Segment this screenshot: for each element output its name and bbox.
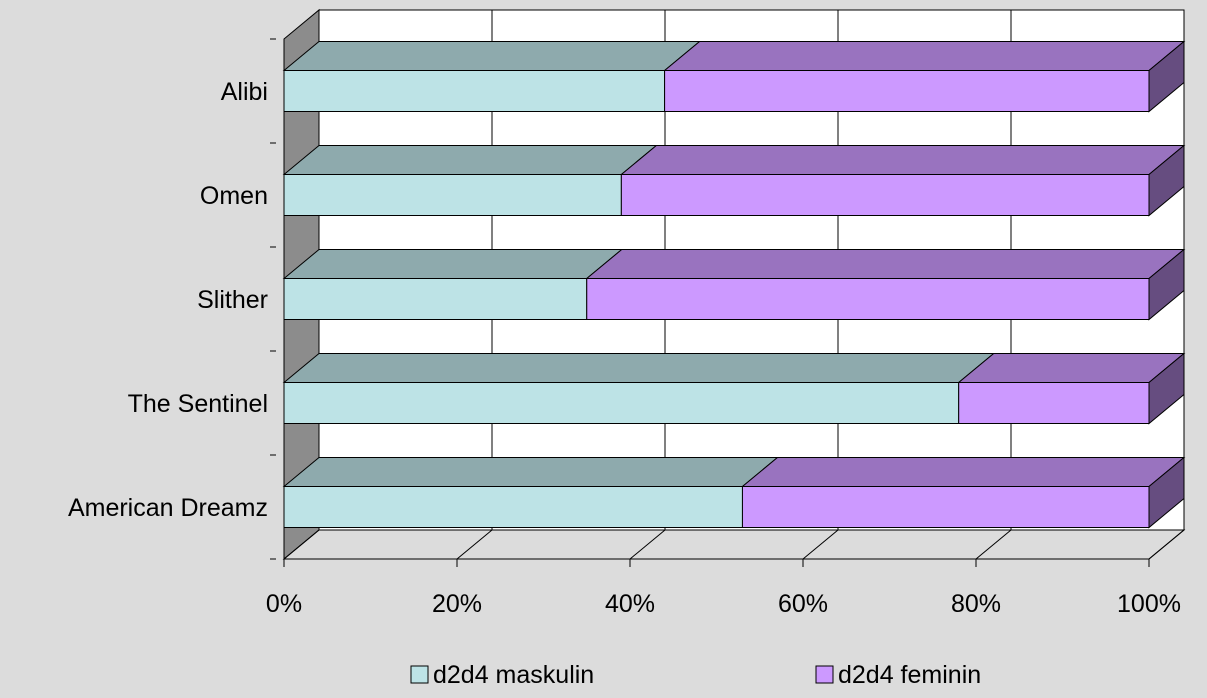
x-tick-label: 40% <box>605 590 655 618</box>
bar <box>664 70 1150 112</box>
bar <box>283 174 622 216</box>
x-tick-label: 80% <box>951 590 1001 618</box>
bar <box>958 382 1150 424</box>
category-label: Alibi <box>221 78 268 106</box>
bar <box>283 382 960 424</box>
bar-top <box>619 145 1186 175</box>
bar-side <box>1148 352 1185 425</box>
floor-gridline <box>1148 529 1185 560</box>
bar-side <box>1148 456 1185 529</box>
bars-layer <box>282 40 1186 529</box>
bar-top <box>741 457 1186 487</box>
legend-swatch <box>410 665 429 684</box>
bar-top <box>282 41 701 71</box>
legend-label: d2d4 maskulin <box>433 661 594 689</box>
axes-layer: Alibi Omen Slither The Sentinel American Dre… <box>68 38 1181 618</box>
legend-label: d2d4 feminin <box>838 661 981 689</box>
bar-top <box>957 353 1186 383</box>
bar-side <box>1148 248 1185 321</box>
bar <box>283 70 666 112</box>
floor-gridline <box>283 529 320 560</box>
bar-top <box>282 249 624 279</box>
bar-side <box>1148 144 1185 217</box>
x-tick-label: 100% <box>1117 590 1181 618</box>
floor-gridline <box>975 529 1012 560</box>
floor-gridline <box>456 529 493 560</box>
bar <box>741 486 1150 528</box>
bar-top <box>663 41 1186 71</box>
bar <box>283 486 743 528</box>
bar-side <box>1148 40 1185 113</box>
x-tick-label: 0% <box>266 590 302 618</box>
bar-top <box>282 353 996 383</box>
bar-top <box>585 249 1186 279</box>
floor-gridline <box>802 529 839 560</box>
bar <box>620 174 1150 216</box>
category-label: Omen <box>200 182 268 210</box>
floor-gridline <box>629 529 666 560</box>
legend: d2d4 maskulin d2d4 feminin <box>410 661 981 689</box>
bar-top <box>282 145 658 175</box>
category-label: American Dreamz <box>68 494 268 522</box>
x-tick-label: 60% <box>778 590 828 618</box>
legend-swatch <box>815 665 834 684</box>
floor <box>282 529 1186 560</box>
x-tick-label: 20% <box>432 590 482 618</box>
category-label: Slither <box>197 286 268 314</box>
category-label: The Sentinel <box>128 390 268 418</box>
bar <box>586 278 1150 320</box>
bar <box>283 278 588 320</box>
bar-top <box>282 457 779 487</box>
